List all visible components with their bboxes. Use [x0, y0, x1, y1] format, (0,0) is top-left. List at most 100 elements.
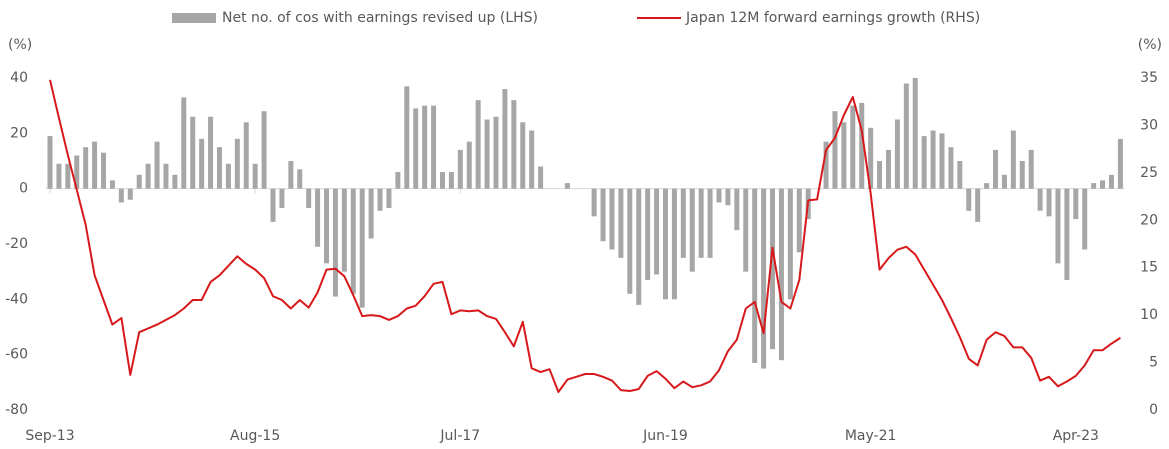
legend-label: Japan 12M forward earnings growth (RHS)	[685, 10, 980, 26]
bar	[502, 89, 508, 189]
bar	[74, 155, 80, 189]
bar	[279, 188, 285, 209]
bar	[386, 188, 392, 209]
bar	[1010, 130, 1016, 189]
bar	[359, 188, 365, 308]
y2-tick-label: 0	[1149, 402, 1158, 418]
bar	[163, 163, 169, 189]
bar	[1028, 149, 1034, 189]
bar	[591, 188, 597, 217]
bar	[761, 188, 767, 369]
bar	[984, 183, 990, 189]
bar	[511, 100, 517, 189]
bar	[252, 163, 258, 189]
bar	[859, 102, 865, 189]
y2-tick-label: 10	[1140, 307, 1158, 323]
bar	[832, 111, 838, 189]
bar	[939, 133, 945, 189]
bar	[466, 141, 472, 189]
bar	[92, 141, 98, 189]
bar	[645, 188, 651, 280]
y2-tick-label: 5	[1149, 355, 1158, 371]
bar	[868, 127, 874, 189]
y-tick-label: 0	[19, 181, 28, 197]
bar	[885, 149, 891, 189]
bar	[127, 188, 133, 200]
y2-tick-label: 30	[1140, 117, 1158, 133]
bar	[225, 163, 231, 189]
bar	[216, 147, 222, 189]
bar	[636, 188, 642, 305]
bar	[600, 188, 606, 242]
x-tick-label: May-21	[845, 428, 897, 444]
bar	[529, 130, 535, 189]
x-tick-label: Jun-19	[642, 428, 688, 444]
bar	[823, 141, 829, 189]
bar	[993, 149, 999, 189]
y2-tick-label: 15	[1140, 260, 1158, 276]
bar	[101, 152, 107, 189]
bar	[413, 108, 419, 189]
bar	[1055, 188, 1061, 264]
bar	[671, 188, 677, 300]
bar	[439, 172, 445, 189]
y-tick-label: -60	[5, 347, 28, 363]
bar	[324, 188, 330, 264]
bar	[109, 180, 115, 189]
bar	[787, 188, 793, 300]
bar	[743, 188, 749, 272]
bar	[752, 188, 758, 363]
x-tick-label: Apr-23	[1053, 428, 1099, 444]
bar	[1100, 180, 1106, 189]
bar	[1019, 161, 1025, 189]
bar	[770, 188, 776, 350]
bar	[725, 188, 731, 206]
bar	[484, 119, 490, 189]
bar	[1073, 188, 1079, 220]
bar	[1001, 174, 1007, 189]
bar	[208, 116, 214, 189]
bar	[538, 166, 544, 189]
bar	[850, 105, 856, 189]
bar	[1117, 138, 1123, 189]
bar	[618, 188, 624, 258]
bar	[457, 149, 463, 189]
bar	[422, 105, 428, 189]
bar	[172, 174, 178, 189]
x-tick-label: Aug-15	[230, 428, 280, 444]
bar	[948, 147, 954, 189]
bar	[609, 188, 615, 250]
y2-unit: (%)	[1138, 37, 1162, 53]
bar	[1064, 188, 1070, 280]
line	[49, 79, 1121, 393]
bar	[689, 188, 695, 272]
bar	[1037, 188, 1043, 211]
bar	[47, 136, 53, 189]
bar	[734, 188, 740, 231]
bar	[341, 188, 347, 272]
bar	[350, 188, 356, 294]
y2-tick-label: 20	[1140, 212, 1158, 228]
bar	[404, 86, 410, 189]
bar	[662, 188, 668, 300]
bar	[270, 188, 276, 222]
bar	[1091, 183, 1097, 189]
bar	[288, 161, 294, 189]
bar	[332, 188, 338, 297]
bar	[841, 122, 847, 189]
bar	[395, 172, 401, 189]
bar	[377, 188, 383, 211]
bar	[65, 163, 71, 189]
bar	[261, 111, 267, 189]
bar	[475, 100, 481, 189]
bar	[698, 188, 704, 258]
bar	[894, 119, 900, 189]
bar	[966, 188, 972, 211]
y-tick-label: -40	[5, 291, 28, 307]
y-tick-label: -20	[5, 236, 28, 252]
bar	[56, 163, 62, 189]
legend-swatch	[172, 13, 216, 23]
bar	[243, 122, 249, 189]
legend-label: Net no. of cos with earnings revised up …	[222, 10, 538, 26]
